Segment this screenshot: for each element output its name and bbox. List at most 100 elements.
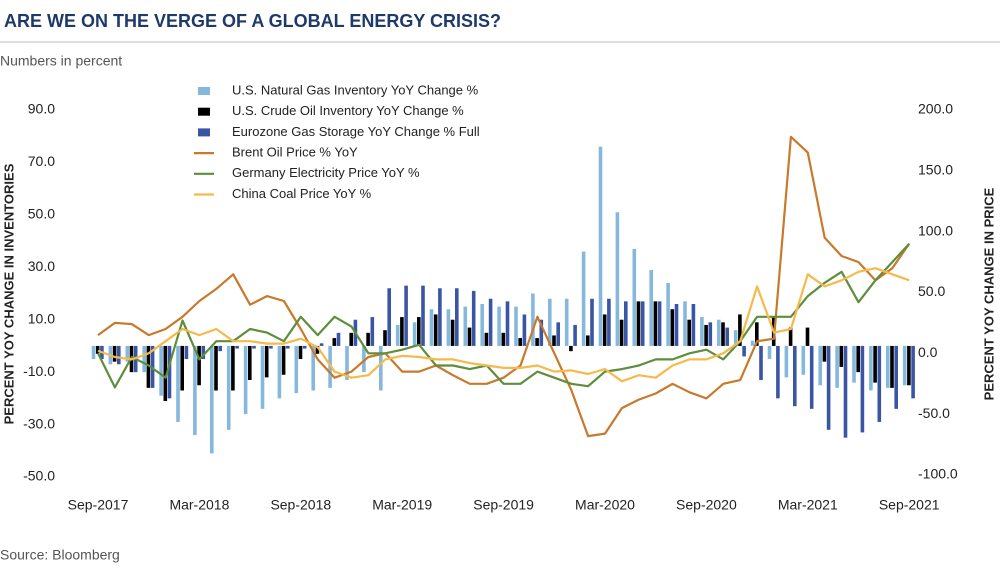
y-tick-label: 90.0 [28,101,55,117]
bar [184,345,189,360]
bar [632,248,637,346]
legend-swatch [198,87,210,95]
bar [117,345,121,365]
y2-tick-label: 150.0 [918,162,953,178]
bar [370,317,375,346]
bar [717,319,721,346]
bar [598,146,603,346]
bar [112,345,117,362]
bar [708,322,713,346]
bar [404,285,408,346]
bar [890,345,894,388]
bar [839,345,844,367]
bar [518,338,522,346]
bar [531,293,535,346]
bar [687,319,691,346]
bar [450,319,455,346]
bar [619,319,624,346]
bar [809,345,814,409]
x-tick-label: Sep-2019 [473,497,534,513]
y-tick-label: 30.0 [28,258,55,274]
bar [877,345,882,422]
y-tick-label: 50.0 [28,206,55,222]
legend-swatch [198,128,210,137]
bar [759,345,763,381]
bar [311,345,315,391]
y-tick-label: -10.0 [23,363,55,379]
bar [704,324,708,346]
x-tick-label: Sep-2018 [270,497,331,513]
y2-tick-label: 50.0 [918,283,945,299]
bar [400,317,404,346]
x-tick-label: Sep-2020 [676,497,737,513]
bar [243,345,248,415]
bar [429,309,434,346]
bar [387,288,391,346]
bar [793,345,797,407]
bar [176,345,180,422]
bar [860,345,865,433]
legend-label: China Coal Price YoY % [232,186,372,201]
bar [725,327,729,346]
bar [602,314,607,346]
bar [180,345,184,391]
bar [670,309,675,346]
line [97,135,911,438]
bar [497,306,501,346]
bar [907,345,911,386]
bar [826,345,831,430]
bar [615,212,620,346]
bar [455,288,459,346]
bar [721,322,725,346]
bar [640,301,645,346]
legend-label: Eurozone Gas Storage YoY Change % Full [232,124,480,139]
bar [193,345,197,436]
bar [666,283,670,346]
bar [738,314,742,346]
bar [197,345,201,386]
bar [552,335,556,346]
bar [894,345,898,409]
bar [260,345,265,409]
bar [649,269,653,346]
bar [674,303,679,346]
bar [167,345,172,399]
x-tick-label: Mar-2020 [575,497,635,513]
x-tick-label: Mar-2019 [372,497,432,513]
bar [564,298,569,346]
legend-label: Brent Oil Price % YoY [232,145,358,160]
bar [822,345,827,362]
bar [569,345,573,352]
line [97,267,910,383]
source: Source: Bloomberg [0,547,120,563]
bar [607,298,611,346]
y2-axis-title: PERCENT YOY CHANGE IN PRICE [981,187,996,400]
bar [501,332,506,346]
bar [281,345,286,375]
bar [210,345,214,454]
bar [590,298,594,346]
bar [214,345,218,391]
bar [535,338,539,346]
y-axis-title: PERCENT YOY CHANGE IN INVENTORIES [1,163,16,424]
bar [349,332,353,346]
bar [226,345,231,430]
bar [235,345,239,349]
bar [843,345,848,438]
bar [911,345,915,399]
bar [412,322,417,346]
bar [556,322,560,346]
bar [505,301,510,346]
bar [277,345,282,399]
bar [433,314,438,346]
bar [446,309,451,346]
bar [805,327,810,346]
bar [480,303,484,346]
x-tick-label: Mar-2018 [169,497,229,513]
bar [286,345,290,349]
bar [218,345,222,352]
bar [269,345,273,349]
bar [302,345,307,349]
bar [159,345,163,396]
